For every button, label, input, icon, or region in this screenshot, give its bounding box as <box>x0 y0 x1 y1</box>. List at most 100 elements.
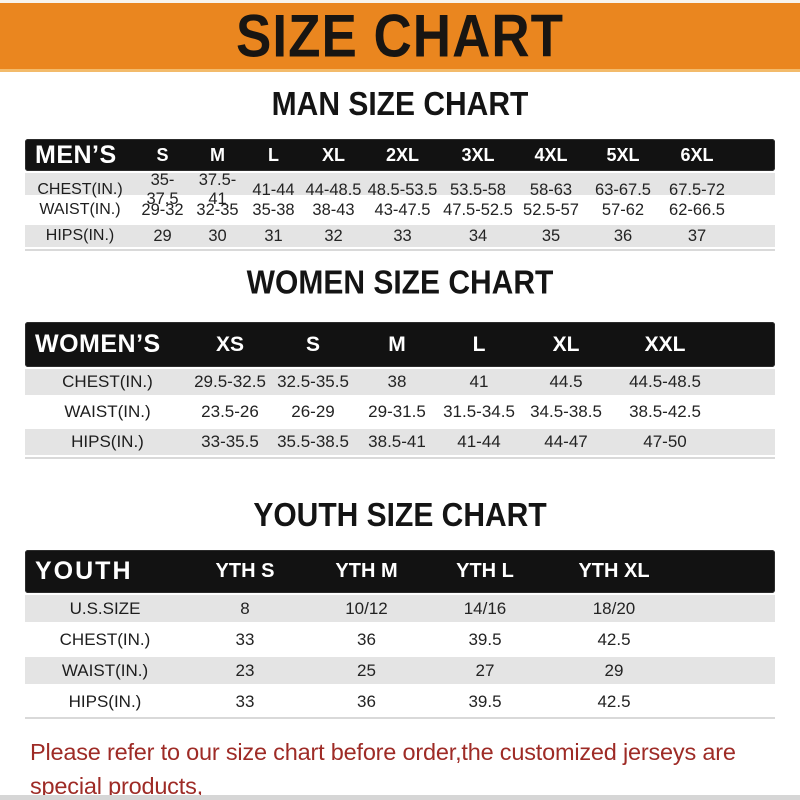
banner: SIZE CHART <box>0 0 800 72</box>
row-label: U.S.SIZE <box>69 598 141 618</box>
size-cell: 26-29 <box>291 402 335 421</box>
size-cell: 67.5-72 <box>669 180 725 199</box>
row-label: HIPS(IN.) <box>71 432 144 451</box>
size-cell: 33-35.5 <box>201 432 259 451</box>
column-header: S <box>305 332 320 356</box>
size-cell: 31 <box>264 226 283 245</box>
column-header: 3XL <box>461 144 495 165</box>
table-row: WAIST(IN.) 23 25 27 29 <box>25 655 775 686</box>
size-cell: 37 <box>687 226 707 245</box>
size-cell: 29-31.5 <box>368 402 426 421</box>
size-cell: 42.5 <box>597 629 631 649</box>
column-header: YTH XL <box>578 560 650 582</box>
section-women: WOMEN SIZE CHART WOMEN’S XS S M L XL XXL CHEST(I… <box>0 251 800 459</box>
table-row: WAIST(IN.) 23.5-26 26-29 29-31.5 31.5-34.5 34… <box>25 397 775 427</box>
size-cell: 38-43 <box>312 200 355 219</box>
size-cell: 48.5-53.5 <box>367 180 438 199</box>
size-cell: 39.5 <box>468 629 502 649</box>
size-cell: 38.5-42.5 <box>629 402 701 421</box>
size-cell: 33 <box>235 629 255 649</box>
column-header: 6XL <box>680 144 714 165</box>
charts-container: MAN SIZE CHART MEN’S S M L XL 2XL 3XL 4XL 5XL 6XL C… <box>0 72 800 719</box>
size-cell: 35.5-38.5 <box>277 432 349 451</box>
disclaimer: Please refer to our size chart before or… <box>30 735 800 800</box>
row-label: CHEST(IN.) <box>62 372 153 391</box>
table-row: HIPS(IN.) 33-35.5 35.5-38.5 38.5-41 41-44 44-… <box>25 427 775 457</box>
table-row: CHEST(IN.) 35-37.5 37.5-41 41-44 44-48.5 48.5… <box>25 171 775 208</box>
size-cell: 34.5-38.5 <box>530 402 602 421</box>
row-label: CHEST(IN.) <box>59 629 151 649</box>
disclaimer-line-1: Please refer to our size chart before or… <box>30 739 736 799</box>
size-cell: 23.5-26 <box>201 402 259 421</box>
size-cell: 32.5-35.5 <box>277 372 349 391</box>
page-title: SIZE CHART <box>236 2 564 70</box>
table-row: HIPS(IN.) 33 36 39.5 42.5 <box>25 686 775 717</box>
size-cell: 36 <box>357 691 376 711</box>
size-cell: 47-50 <box>643 432 687 451</box>
men-header-bar: MEN’S S M L XL 2XL 3XL 4XL 5XL 6XL <box>25 139 775 171</box>
size-cell: 37.5-41 <box>198 171 237 208</box>
size-cell: 36 <box>357 629 376 649</box>
section-title-youth: YOUTH SIZE CHART <box>253 497 547 534</box>
column-header: L <box>268 144 279 165</box>
column-header: M <box>388 332 406 356</box>
size-cell: 34 <box>468 226 488 245</box>
section-youth: YOUTH SIZE CHART YOUTH YTH S YTH M YTH L YTH … <box>0 459 800 719</box>
size-cell: 8 <box>240 598 250 618</box>
youth-size-table: YOUTH YTH S YTH M YTH L YTH XL U.S.SIZE 8 10/12… <box>25 550 775 719</box>
size-cell: 44-47 <box>544 432 588 451</box>
size-cell: 25 <box>357 660 376 680</box>
size-cell: 52.5-57 <box>523 200 579 219</box>
size-cell: 33 <box>235 691 255 711</box>
size-cell: 35-37.5 <box>146 171 179 208</box>
table-row: U.S.SIZE 8 10/12 14/16 18/20 <box>25 593 775 624</box>
size-cell: 62-66.5 <box>669 200 725 219</box>
section-title-men: MAN SIZE CHART <box>271 86 529 123</box>
size-cell: 41-44 <box>457 432 501 451</box>
table-row: CHEST(IN.) 29.5-32.5 32.5-35.5 38 41 44.5 44.5… <box>25 367 775 397</box>
size-cell: 57-62 <box>601 200 645 219</box>
table-corner-label: WOMEN’S <box>35 330 161 358</box>
table-corner-label: MEN’S <box>35 140 117 169</box>
size-cell: 35 <box>541 226 561 245</box>
size-cell: 30 <box>208 226 227 245</box>
row-label: WAIST(IN.) <box>64 402 151 421</box>
row-label: WAIST(IN.) <box>61 660 149 680</box>
youth-header-bar: YOUTH YTH S YTH M YTH L YTH XL <box>25 550 775 593</box>
size-cell: 29.5-32.5 <box>194 372 266 391</box>
size-cell: 44-48.5 <box>305 180 362 199</box>
size-cell: 36 <box>613 226 633 245</box>
size-cell: 41 <box>469 372 489 391</box>
column-header: YTH S <box>215 560 275 582</box>
size-cell: 35-38 <box>252 200 295 219</box>
size-cell: 42.5 <box>597 691 631 711</box>
size-cell: 29-32 <box>141 200 184 219</box>
size-cell: 44.5-48.5 <box>629 372 701 391</box>
size-cell: 23 <box>235 660 255 680</box>
column-header: M <box>210 144 225 165</box>
size-cell: 39.5 <box>468 691 502 711</box>
size-cell: 32 <box>324 226 343 245</box>
column-header: XS <box>215 332 244 356</box>
table-row: HIPS(IN.) 29 30 31 32 33 34 35 36 37 <box>25 223 775 249</box>
column-header: 2XL <box>385 144 419 165</box>
column-header: XXL <box>644 332 686 356</box>
size-cell: 14/16 <box>463 598 507 618</box>
column-header: S <box>156 144 169 165</box>
size-cell: 58-63 <box>529 180 573 199</box>
size-cell: 38 <box>387 372 407 391</box>
size-cell: 32-35 <box>196 200 239 219</box>
men-size-table: MEN’S S M L XL 2XL 3XL 4XL 5XL 6XL CHEST(IN.) 35-37… <box>25 139 775 251</box>
column-header: XL <box>321 144 345 165</box>
column-header: YTH L <box>456 560 514 582</box>
women-header-bar: WOMEN’S XS S M L XL XXL <box>25 322 775 367</box>
size-cell: 29 <box>153 226 172 245</box>
size-cell: 31.5-34.5 <box>443 402 515 421</box>
column-header: L <box>472 332 486 356</box>
size-cell: 27 <box>475 660 495 680</box>
table-row: WAIST(IN.) 29-32 32-35 35-38 38-43 43-47.5 47.… <box>25 197 775 223</box>
size-cell: 43-47.5 <box>374 200 431 219</box>
size-cell: 53.5-58 <box>450 180 506 199</box>
section-title-women: WOMEN SIZE CHART <box>246 265 554 302</box>
